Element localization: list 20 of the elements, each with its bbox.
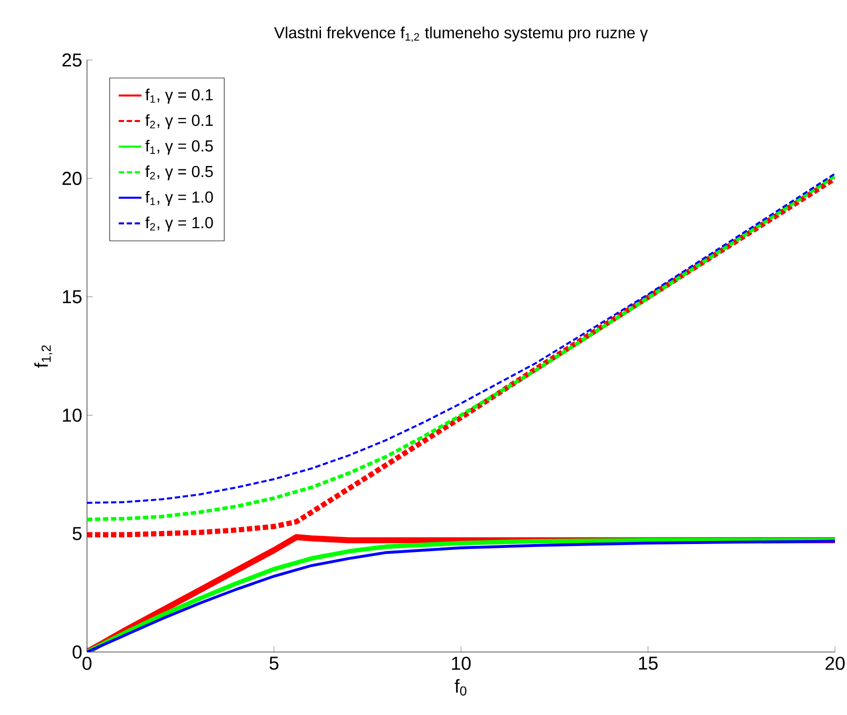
y-axis-title: f$_{1,2}$ bbox=[34, 345, 52, 368]
y-tick-label: 5 bbox=[72, 527, 82, 540]
legend-label: f$_{1}$, γ = 0.5 bbox=[145, 140, 213, 155]
y-tick-label: 10 bbox=[62, 408, 82, 422]
legend-label: f$_{2}$, γ = 1.0 bbox=[145, 216, 213, 232]
y-tick-label: 15 bbox=[62, 290, 82, 304]
y-tick-label: 20 bbox=[62, 172, 82, 186]
x-tick-label: 0 bbox=[82, 656, 92, 670]
legend-label: f$_{1}$, γ = 0.1 bbox=[145, 88, 213, 104]
x-tick-label: 5 bbox=[270, 656, 278, 670]
chart-title: Vlastni frekvence f$_{1,2}$ tlumeneho systemu pro ruzne γ bbox=[274, 26, 648, 42]
y-tick-label: 0 bbox=[72, 645, 82, 659]
legend-label: f$_{2}$, γ = 0.5 bbox=[145, 165, 213, 180]
x-tick-label: 15 bbox=[639, 656, 658, 670]
x-tick-label: 10 bbox=[452, 656, 471, 670]
y-tick-label: 25 bbox=[62, 53, 82, 67]
x-axis-title: f$_{0}$ bbox=[454, 679, 466, 696]
legend-label: f$_{1}$, γ = 1.0 bbox=[145, 191, 213, 206]
x-tick-label: 20 bbox=[826, 656, 845, 670]
legend-label: f$_{2}$, γ = 0.1 bbox=[145, 114, 213, 130]
